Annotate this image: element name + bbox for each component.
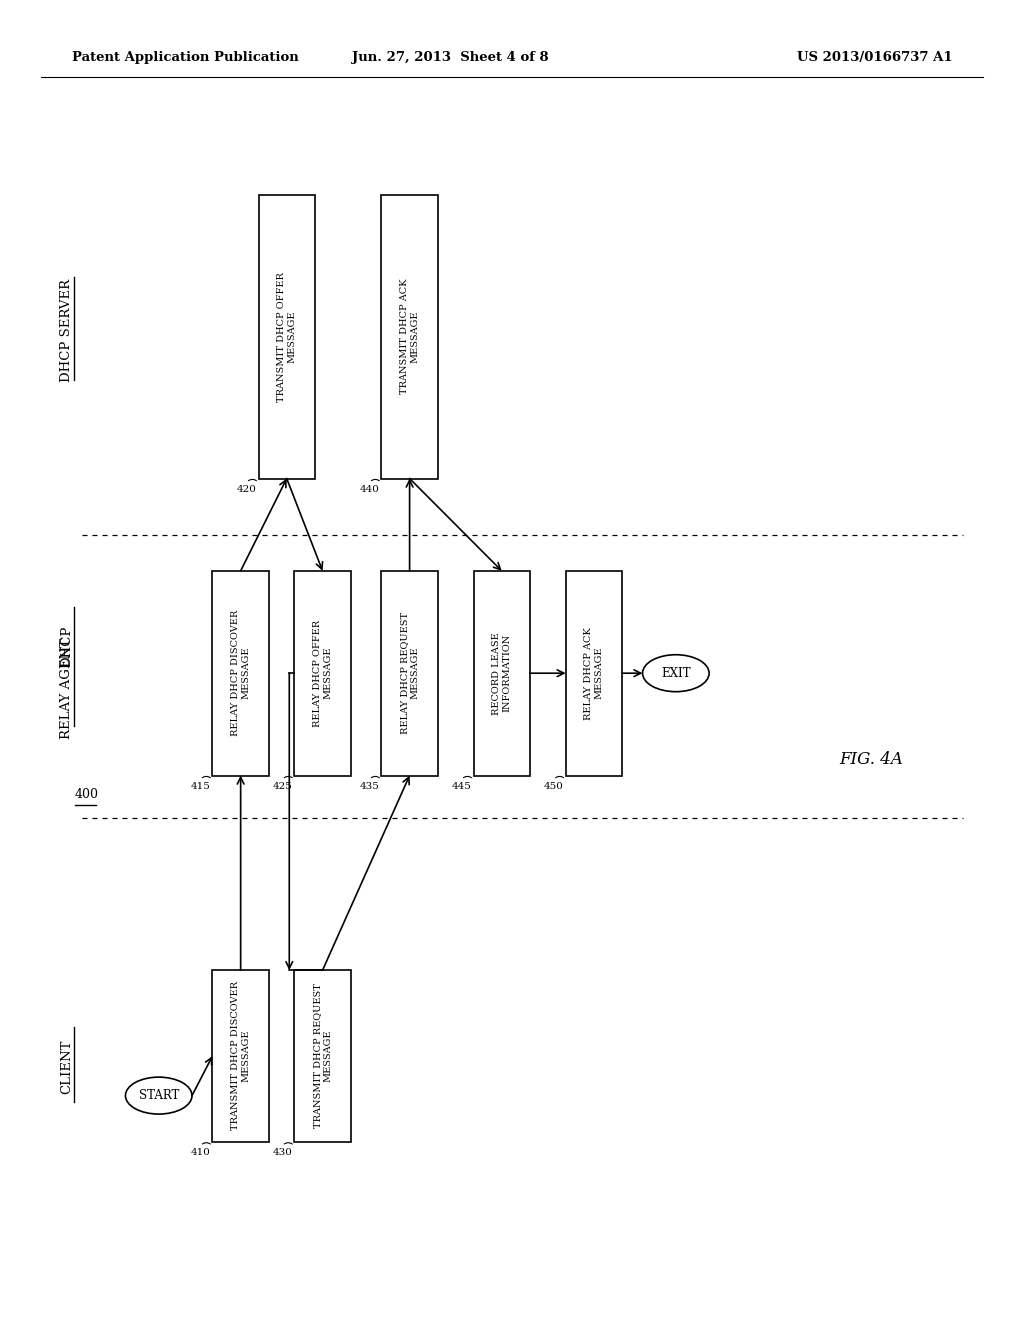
Text: DHCP SERVER: DHCP SERVER — [60, 279, 73, 381]
FancyBboxPatch shape — [258, 195, 315, 479]
Text: TRANSMIT DHCP OFFER
MESSAGE: TRANSMIT DHCP OFFER MESSAGE — [276, 272, 297, 401]
Text: 430: 430 — [272, 1148, 293, 1158]
Text: Jun. 27, 2013  Sheet 4 of 8: Jun. 27, 2013 Sheet 4 of 8 — [352, 51, 549, 65]
Text: RECORD LEASE
INFORMATION: RECORD LEASE INFORMATION — [492, 632, 512, 714]
FancyBboxPatch shape — [473, 570, 530, 776]
Text: 450: 450 — [544, 781, 563, 791]
Text: Patent Application Publication: Patent Application Publication — [72, 51, 298, 65]
Text: FIG. 4A: FIG. 4A — [840, 751, 903, 767]
FancyBboxPatch shape — [213, 570, 268, 776]
Text: EXIT: EXIT — [662, 667, 690, 680]
Text: 410: 410 — [190, 1148, 211, 1158]
Text: RELAY DHCP REQUEST
MESSAGE: RELAY DHCP REQUEST MESSAGE — [399, 612, 420, 734]
Text: DHCP: DHCP — [60, 626, 73, 668]
FancyBboxPatch shape — [381, 570, 438, 776]
Ellipse shape — [643, 655, 709, 692]
Text: 425: 425 — [272, 781, 293, 791]
Text: RELAY DHCP OFFER
MESSAGE: RELAY DHCP OFFER MESSAGE — [312, 619, 333, 727]
Text: START: START — [138, 1089, 179, 1102]
FancyBboxPatch shape — [295, 970, 350, 1142]
FancyBboxPatch shape — [213, 970, 268, 1142]
Text: RELAY AGENT: RELAY AGENT — [60, 639, 73, 739]
Text: 435: 435 — [359, 781, 379, 791]
Text: 420: 420 — [237, 486, 256, 494]
Text: US 2013/0166737 A1: US 2013/0166737 A1 — [797, 51, 952, 65]
FancyBboxPatch shape — [381, 195, 438, 479]
Text: 440: 440 — [359, 486, 379, 494]
Ellipse shape — [125, 1077, 193, 1114]
Text: TRANSMIT DHCP ACK
MESSAGE: TRANSMIT DHCP ACK MESSAGE — [399, 279, 420, 395]
Text: TRANSMIT DHCP REQUEST
MESSAGE: TRANSMIT DHCP REQUEST MESSAGE — [312, 983, 333, 1129]
Text: CLIENT: CLIENT — [60, 1039, 73, 1094]
Text: 400: 400 — [75, 788, 98, 801]
Text: TRANSMIT DHCP DISCOVER
MESSAGE: TRANSMIT DHCP DISCOVER MESSAGE — [230, 982, 251, 1130]
Text: RELAY DHCP ACK
MESSAGE: RELAY DHCP ACK MESSAGE — [584, 627, 604, 719]
FancyBboxPatch shape — [295, 570, 350, 776]
Text: 415: 415 — [190, 781, 211, 791]
Text: RELAY DHCP DISCOVER
MESSAGE: RELAY DHCP DISCOVER MESSAGE — [230, 610, 251, 737]
Text: 445: 445 — [452, 781, 471, 791]
FancyBboxPatch shape — [565, 570, 623, 776]
